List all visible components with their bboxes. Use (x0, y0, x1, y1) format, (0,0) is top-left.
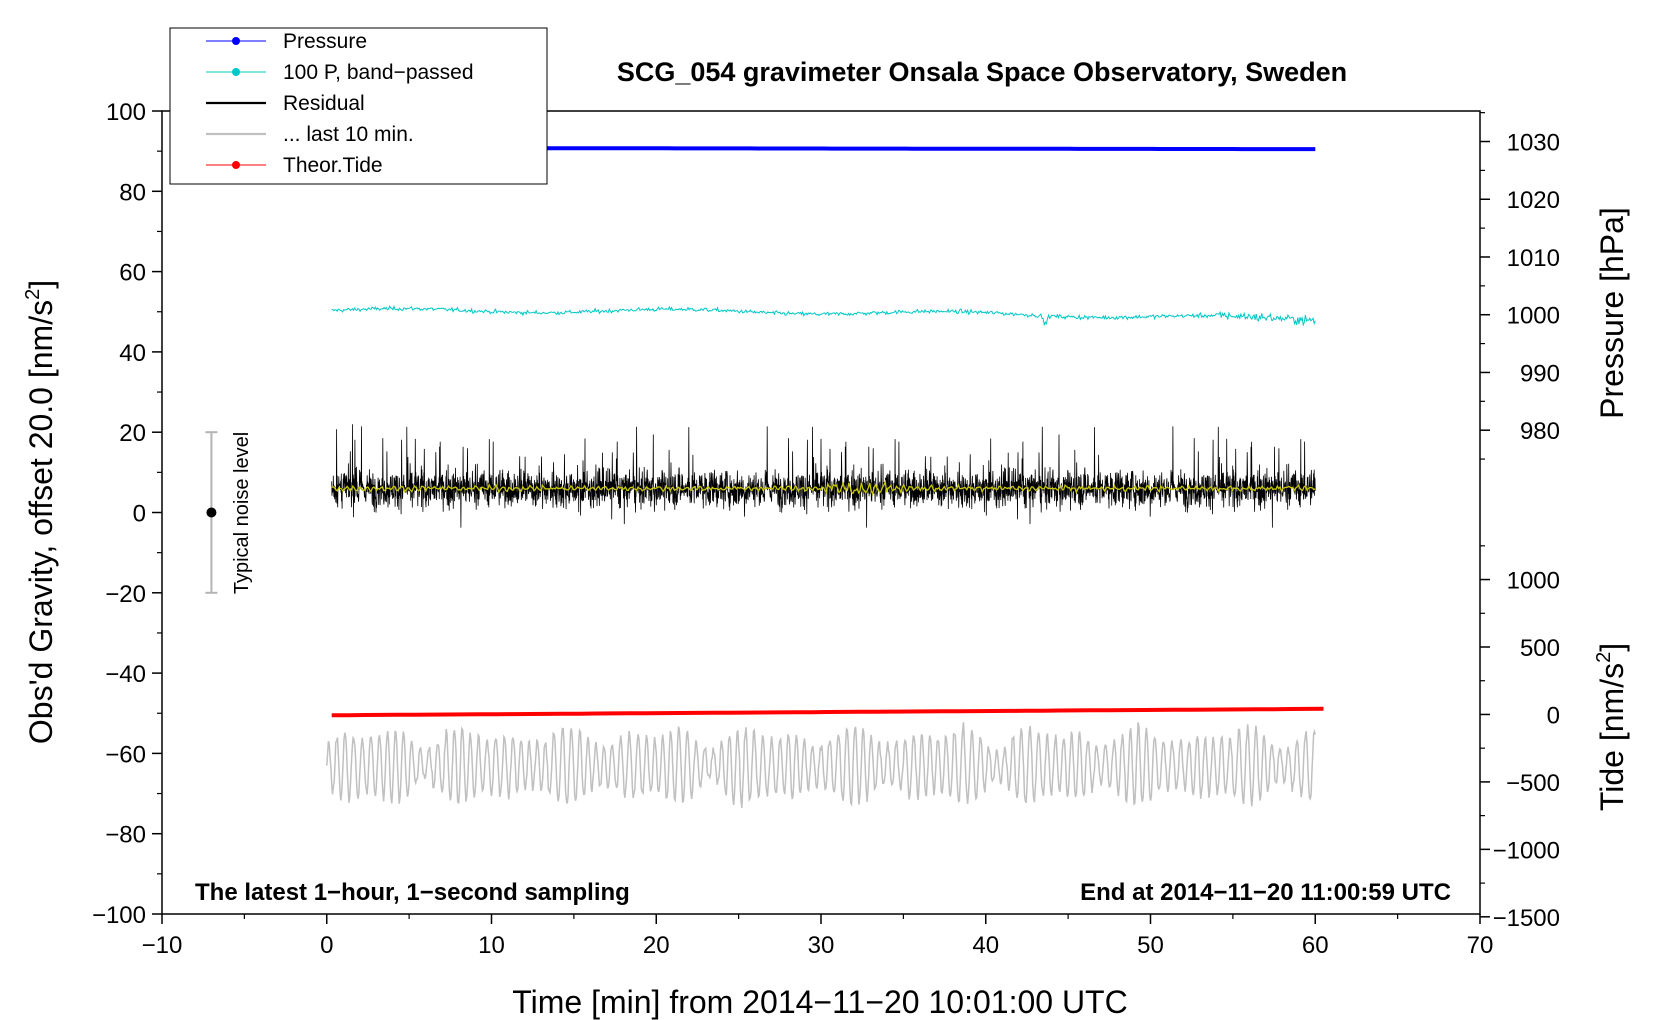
tide-label-sup: 2 (1593, 652, 1615, 663)
legend-label: Pressure (283, 30, 367, 53)
series-last-10-min (326, 722, 1317, 808)
legend-marker (232, 161, 240, 169)
series-layer (326, 145, 1324, 808)
y-axis-title-tide: Tide [nm/s2] (1593, 643, 1630, 811)
y-left-label-text: Obs'd Gravity, offset 20.0 [nm/s (23, 300, 59, 744)
noise-label: Typical noise level (231, 432, 253, 594)
legend-marker (232, 68, 240, 76)
noise-center-dot (206, 507, 217, 518)
x-tick-label: 40 (972, 932, 999, 959)
legend-item: Residual (206, 92, 365, 115)
series-residual-smoothed (331, 479, 1316, 497)
legend-item: Theor.Tide (206, 154, 383, 177)
pressure-tick-label: 1020 (1507, 187, 1560, 214)
y-tick-label: 80 (119, 179, 146, 206)
series-residual (331, 424, 1316, 528)
x-tick-label: 10 (478, 932, 505, 959)
y-tick-label: 60 (119, 260, 146, 287)
y-left-label-end: ] (23, 280, 59, 289)
tide-tick-label: 0 (1547, 702, 1560, 729)
pressure-tick-label: 990 (1520, 360, 1560, 387)
y-left-label-sup: 2 (22, 289, 44, 300)
legend-label: 100 P, band−passed (283, 61, 474, 84)
y-tick-label: −80 (105, 822, 146, 849)
tide-tick-label: 1000 (1507, 568, 1560, 595)
tide-tick-label: −1500 (1493, 905, 1560, 932)
noise-indicator: Typical noise level (205, 431, 253, 594)
tide-tick-label: −500 (1506, 770, 1560, 797)
series-theoretical-tide (331, 706, 1324, 718)
y-tick-label: −60 (105, 741, 146, 768)
x-tick-label: 20 (643, 932, 670, 959)
legend-label: Theor.Tide (283, 154, 383, 177)
series-bandpassed-pressure (331, 304, 1316, 327)
x-tick-label: 0 (320, 932, 333, 959)
pressure-tick-label: 1030 (1507, 130, 1560, 157)
x-tick-label: 60 (1302, 932, 1329, 959)
tide-tick-label: −1000 (1493, 837, 1560, 864)
legend-item: Pressure (206, 30, 367, 53)
x-tick-label: −10 (142, 932, 183, 959)
y-tick-label: −20 (105, 581, 146, 608)
chart-title: SCG_054 gravimeter Onsala Space Observat… (617, 57, 1347, 87)
y-tick-label: −100 (92, 902, 146, 929)
axes-layer: −10 0 10 20 30 40 50 60 70100806040200−20−40−60−… (92, 99, 1560, 959)
y-tick-label: −40 (105, 661, 146, 688)
legend-marker (232, 37, 240, 45)
y-axis-title-left: Obs'd Gravity, offset 20.0 [nm/s2] (22, 280, 59, 744)
y-tick-label: 40 (119, 340, 146, 367)
tide-label-text: Tide [nm/s (1594, 663, 1630, 811)
tide-tick-label: 500 (1520, 635, 1560, 662)
legend: Pressure 100 P, band−passed Residual ... la… (169, 27, 548, 185)
y-tick-label: 20 (119, 420, 146, 447)
plot-frame (161, 110, 1481, 915)
legend-item: ... last 10 min. (206, 123, 414, 146)
y-tick-label: 100 (106, 99, 146, 126)
tide-label-end: ] (1594, 643, 1630, 652)
pressure-tick-label: 980 (1520, 418, 1560, 445)
annotation-left: The latest 1−hour, 1−second sampling (195, 879, 630, 906)
legend-label: Residual (283, 92, 365, 115)
annotation-right: End at 2014−11−20 11:00:59 UTC (1080, 879, 1451, 906)
y-axis-title-pressure: Pressure [hPa] (1594, 207, 1630, 419)
legend-item: 100 P, band−passed (206, 61, 474, 84)
x-axis-title: Time [min] from 2014−11−20 10:01:00 UTC (512, 984, 1127, 1020)
legend-label: ... last 10 min. (283, 123, 414, 146)
y-tick-label: 0 (133, 501, 146, 528)
legend-box (169, 27, 548, 185)
pressure-tick-label: 1010 (1507, 245, 1560, 272)
pressure-tick-label: 1000 (1507, 303, 1560, 330)
x-tick-label: 50 (1137, 932, 1164, 959)
x-tick-label: 70 (1467, 932, 1494, 959)
x-tick-label: 30 (808, 932, 835, 959)
